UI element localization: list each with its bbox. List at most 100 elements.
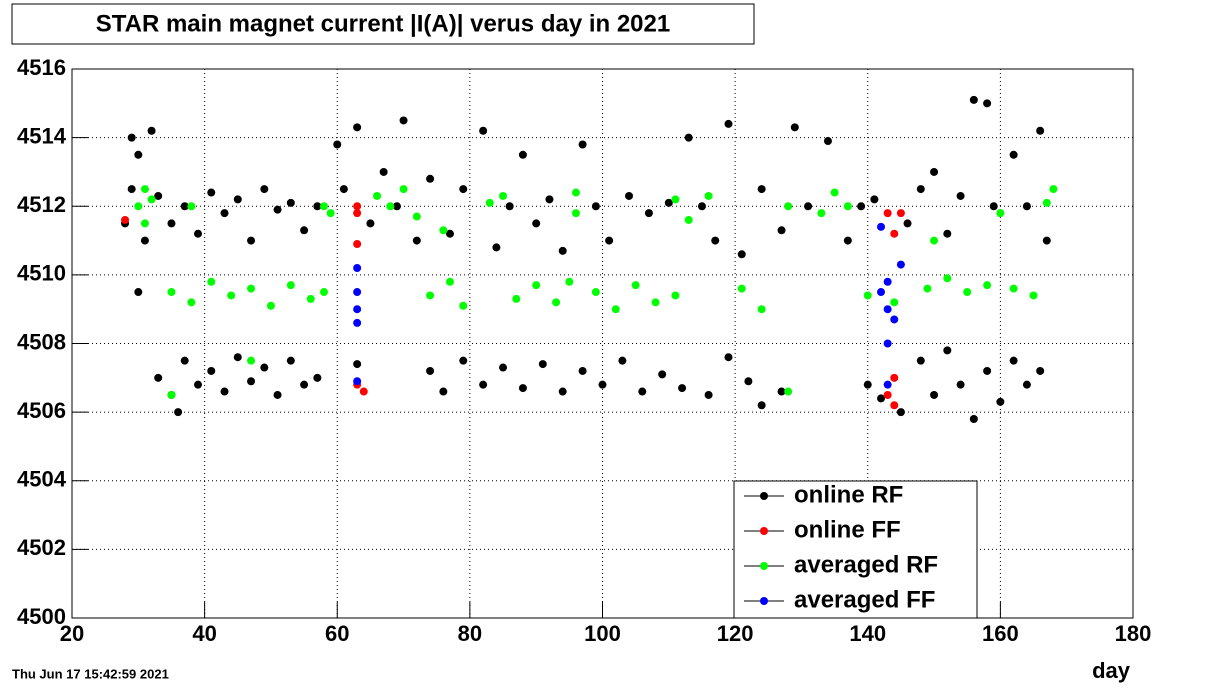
point [353,209,362,218]
point [399,116,408,125]
point [479,380,488,389]
point [1009,356,1018,365]
x-tick-label: 180 [1115,621,1152,646]
point [518,150,527,159]
point [286,198,295,207]
y-tick-label: 4512 [17,192,66,217]
point [704,390,713,399]
point [412,236,421,245]
point [724,119,733,128]
point [883,209,892,218]
point [339,185,348,194]
point [180,356,189,365]
point [565,277,574,286]
point [930,236,939,245]
x-tick-label: 120 [717,621,754,646]
point [247,356,256,365]
point [658,370,667,379]
point [333,140,342,149]
point [956,380,965,389]
point [757,305,766,314]
point [664,198,673,207]
point [174,408,183,417]
point [532,219,541,228]
point [996,397,1005,406]
point [313,202,322,211]
y-tick-label: 4508 [17,329,66,354]
legend-label: averaged FF [794,586,935,613]
point [127,185,136,194]
point [134,202,143,211]
point [266,301,275,310]
point [193,380,202,389]
point [134,150,143,159]
point [485,198,494,207]
point [300,226,309,235]
point [930,167,939,176]
point [671,291,680,300]
point [711,236,720,245]
point [830,188,839,197]
point [863,380,872,389]
point [1042,198,1051,207]
y-tick-label: 4514 [17,123,67,148]
point [140,236,149,245]
x-tick-label: 20 [60,621,84,646]
point [492,243,501,252]
plot-frame [71,68,1134,619]
point [737,250,746,259]
point [684,215,693,224]
point [737,284,746,293]
point [412,212,421,221]
point [963,288,972,297]
point [618,356,627,365]
point [319,288,328,297]
point [890,229,899,238]
point [366,219,375,228]
point [883,380,892,389]
point [943,346,952,355]
point [353,288,362,297]
point [611,305,620,314]
point [167,390,176,399]
series [134,185,1058,399]
point [353,360,362,369]
point [538,360,547,369]
point [644,209,653,218]
point [916,356,925,365]
point [863,291,872,300]
point [439,387,448,396]
point [439,226,448,235]
point [207,366,216,375]
series [121,95,1051,423]
point [704,191,713,200]
point [260,363,269,372]
point [724,353,733,362]
point [326,209,335,218]
point [193,229,202,238]
point [459,185,468,194]
point [757,185,766,194]
point [392,202,401,211]
point [877,394,886,403]
point [386,202,395,211]
point [459,356,468,365]
point [843,202,852,211]
point [127,133,136,142]
point [233,353,242,362]
point [505,202,514,211]
point [744,377,753,386]
point [273,205,282,214]
point [319,202,328,211]
point [605,236,614,245]
legend-marker [760,527,768,535]
point [678,384,687,393]
point [499,191,508,200]
point [247,236,256,245]
legend-marker [760,597,768,605]
point [220,387,229,396]
point [571,188,580,197]
point [969,95,978,104]
legend-marker [760,562,768,570]
x-tick-label: 60 [325,621,349,646]
